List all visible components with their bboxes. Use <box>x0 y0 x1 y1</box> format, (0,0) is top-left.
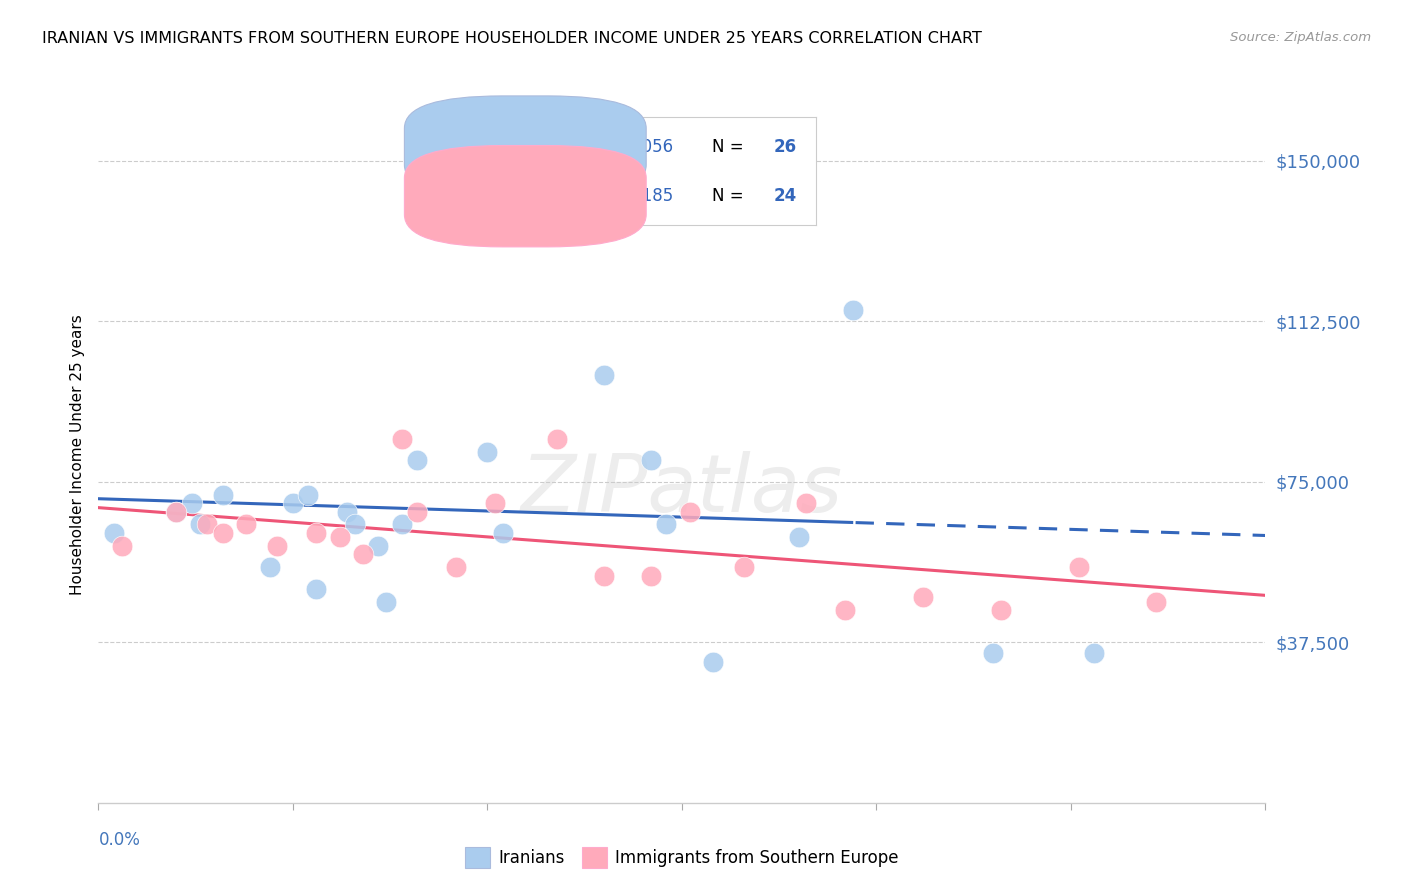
Point <box>655 517 678 532</box>
Point <box>787 530 810 544</box>
Point <box>912 591 935 605</box>
Point <box>523 218 546 232</box>
Point <box>1146 594 1168 608</box>
Text: ZIPatlas: ZIPatlas <box>520 450 844 529</box>
Y-axis label: Householder Income Under 25 years: Householder Income Under 25 years <box>69 315 84 595</box>
Point <box>103 526 125 541</box>
Point <box>111 539 134 553</box>
Point <box>297 487 319 501</box>
Point <box>492 526 515 541</box>
Point <box>406 505 429 519</box>
Point <box>679 505 702 519</box>
Point <box>446 560 468 574</box>
Point <box>367 539 389 553</box>
Point <box>259 560 281 574</box>
Point <box>834 603 856 617</box>
Point <box>546 432 568 446</box>
Point <box>305 582 328 596</box>
Legend: Iranians, Immigrants from Southern Europe: Iranians, Immigrants from Southern Europ… <box>458 841 905 874</box>
Point <box>305 526 328 541</box>
Point <box>981 646 1004 660</box>
Point <box>375 594 398 608</box>
Point <box>336 505 359 519</box>
Point <box>266 539 288 553</box>
Text: IRANIAN VS IMMIGRANTS FROM SOUTHERN EUROPE HOUSEHOLDER INCOME UNDER 25 YEARS COR: IRANIAN VS IMMIGRANTS FROM SOUTHERN EURO… <box>42 31 981 46</box>
Point <box>344 517 367 532</box>
Point <box>329 530 352 544</box>
Point <box>1067 560 1090 574</box>
Point <box>391 432 413 446</box>
Point <box>406 453 429 467</box>
Point <box>842 303 865 318</box>
Point <box>212 526 235 541</box>
Point <box>702 655 724 669</box>
Point <box>733 560 755 574</box>
Point <box>391 517 413 532</box>
Point <box>796 496 818 510</box>
Point <box>640 453 662 467</box>
Point <box>640 569 662 583</box>
Point <box>477 444 499 458</box>
Point <box>180 496 202 510</box>
Point <box>484 496 506 510</box>
Text: 0.0%: 0.0% <box>98 830 141 848</box>
Point <box>593 569 616 583</box>
Point <box>593 368 616 382</box>
Point <box>990 603 1012 617</box>
Point <box>352 548 374 562</box>
Point <box>1083 646 1105 660</box>
Point <box>212 487 235 501</box>
Point <box>235 517 257 532</box>
Point <box>195 517 218 532</box>
Point <box>165 505 187 519</box>
Point <box>188 517 211 532</box>
Point <box>281 496 304 510</box>
Point <box>165 505 187 519</box>
Text: Source: ZipAtlas.com: Source: ZipAtlas.com <box>1230 31 1371 45</box>
